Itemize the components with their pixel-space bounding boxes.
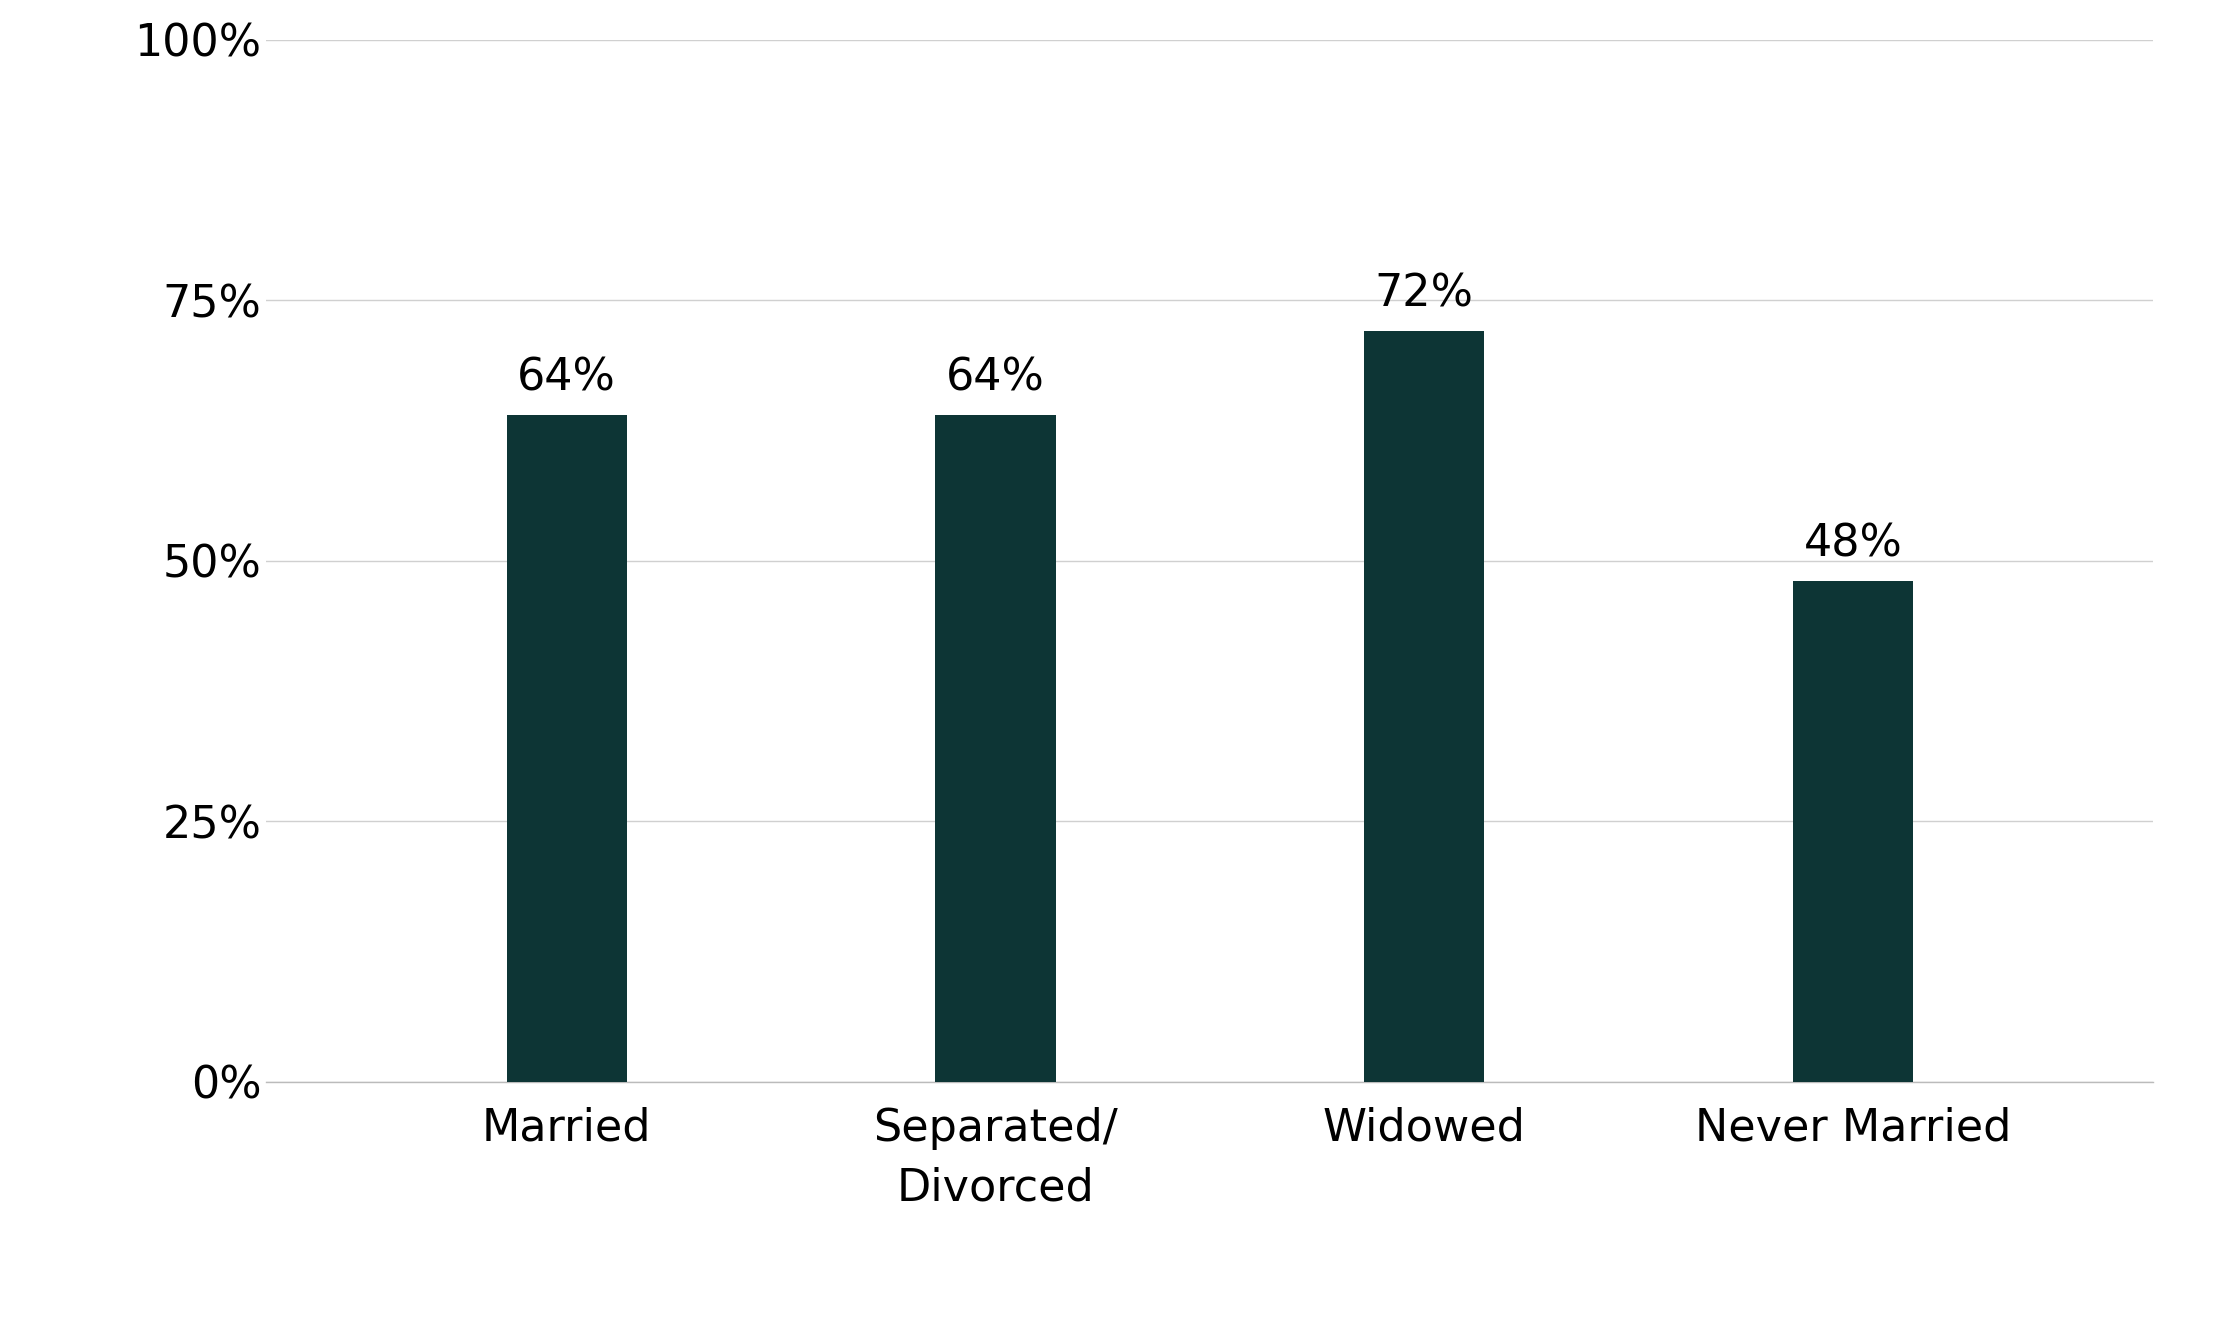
Text: 72%: 72%	[1374, 273, 1474, 315]
Bar	[1365, 331, 1485, 1082]
Bar	[506, 414, 626, 1082]
Text: 64%: 64%	[946, 356, 1046, 400]
Text: 48%: 48%	[1805, 522, 1903, 566]
Bar	[935, 414, 1054, 1082]
Text: 64%: 64%	[517, 356, 615, 400]
Bar	[1794, 582, 1914, 1082]
